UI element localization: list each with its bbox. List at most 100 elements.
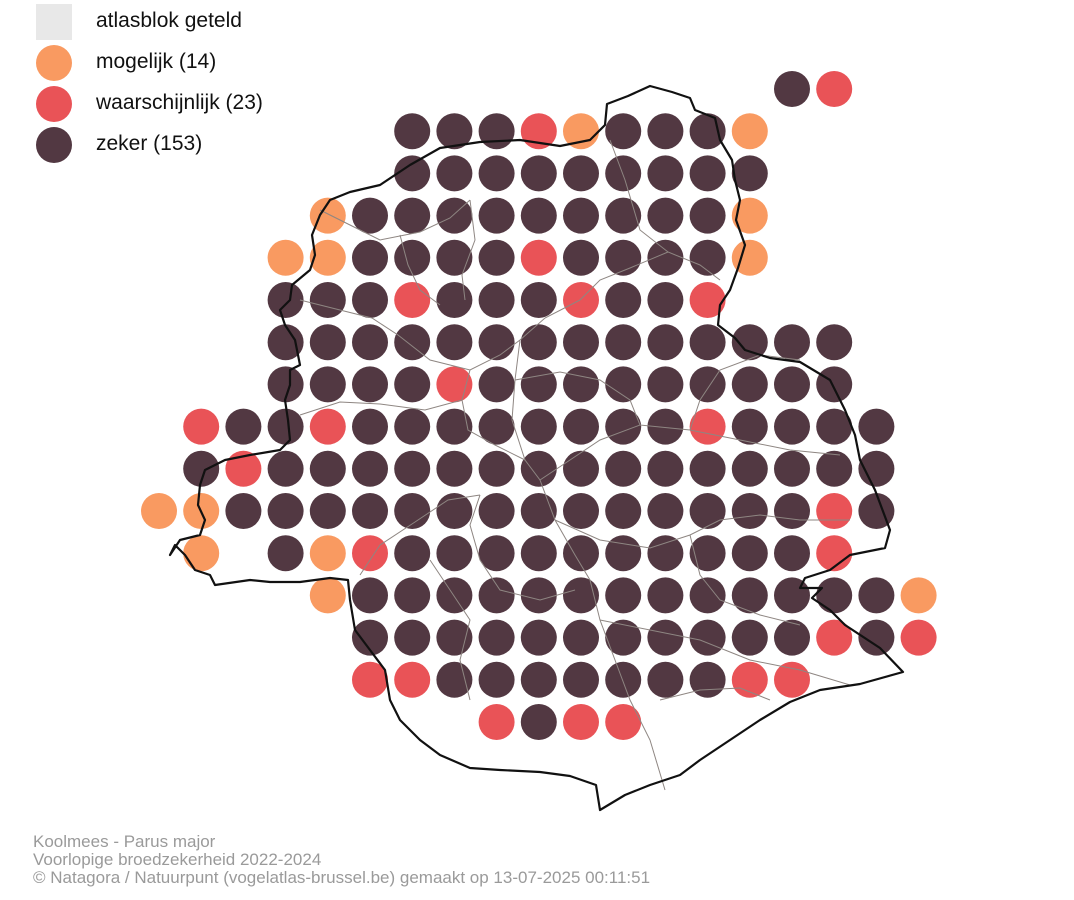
atlas-block-certain [858, 619, 895, 656]
atlas-block-certain [394, 450, 431, 487]
atlas-block-certain [436, 450, 473, 487]
atlas-block-certain [394, 577, 431, 614]
atlas-block-certain [647, 535, 684, 572]
atlas-block-certain [478, 450, 515, 487]
atlas-block-certain [352, 197, 388, 234]
atlas-block-certain [774, 366, 810, 403]
atlas-block-certain [647, 155, 684, 192]
atlas-block-possible [309, 239, 346, 276]
atlas-block-certain [563, 366, 599, 403]
atlas-block-certain [689, 197, 726, 234]
atlas-block-certain [267, 493, 304, 529]
atlas-block-certain [774, 577, 810, 614]
map-footer: Koolmees - Parus major Voorlopige broedz… [33, 833, 650, 887]
atlas-block-certain [436, 239, 473, 276]
atlas-block-certain [520, 282, 557, 318]
atlas-block-certain [309, 493, 346, 529]
atlas-block-certain [225, 493, 262, 529]
possible-swatch [36, 45, 72, 81]
atlas-block-certain [563, 535, 599, 572]
atlas-block-certain [478, 493, 515, 529]
atlas-block-certain [478, 535, 515, 572]
atlas-block-certain [689, 366, 726, 403]
atlas-block-certain [731, 493, 768, 529]
probable-swatch [36, 86, 72, 122]
atlas-block-possible [900, 577, 937, 614]
atlas-block-certain [478, 197, 515, 234]
atlas-block-possible [309, 535, 346, 572]
atlas-block-certain [774, 535, 810, 572]
atlas-block-certain [563, 577, 599, 614]
atlas-block-certain [520, 450, 557, 487]
atlas-block-probable [563, 282, 599, 318]
atlas-block-certain [394, 197, 431, 234]
atlas-block-certain [478, 282, 515, 318]
atlas-block-certain [647, 239, 684, 276]
species-name: Koolmees - Parus major [33, 832, 216, 851]
atlas-block-probable [309, 408, 346, 445]
atlas-block-certain [563, 661, 599, 698]
atlas-block-certain [689, 493, 726, 529]
atlas-block-certain [647, 197, 684, 234]
atlas-block-certain [689, 577, 726, 614]
atlas-block-certain [352, 408, 388, 445]
atlas-block-certain [478, 408, 515, 445]
atlas-block-certain [816, 577, 853, 614]
atlas-block-certain [267, 450, 304, 487]
atlas-block-certain [478, 239, 515, 276]
atlas-block-certain [816, 408, 853, 445]
atlas-block-certain [731, 619, 768, 656]
atlas-block-certain [183, 450, 220, 487]
municipality-borders [299, 139, 851, 791]
atlas-block-certain [563, 155, 599, 192]
legend-item-certain: zeker (153) [36, 125, 356, 165]
atlas-block-certain [520, 661, 557, 698]
atlas-block-certain [647, 619, 684, 656]
atlas-block-certain [309, 324, 346, 361]
atlas-block-certain [267, 282, 304, 318]
atlas-block-certain [394, 239, 431, 276]
atlas-block-certain [225, 408, 262, 445]
atlas-block-certain [394, 155, 431, 192]
atlas-block-certain [689, 661, 726, 698]
atlas-block-certain [689, 113, 726, 150]
atlas-block-certain [689, 155, 726, 192]
atlas-block-certain [605, 619, 642, 656]
atlas-block-certain [774, 324, 810, 361]
atlas-block-certain [774, 493, 810, 529]
atlas-block-certain [352, 577, 388, 614]
atlas-block-certain [605, 535, 642, 572]
atlas-block-certain [774, 71, 810, 107]
atlas-block-certain [647, 282, 684, 318]
atlas-block-probable [605, 704, 642, 740]
atlas-block-certain [520, 155, 557, 192]
atlas-block-certain [689, 535, 726, 572]
atlas-block-possible [141, 493, 177, 529]
atlas-block-possible [731, 113, 768, 150]
atlas-block-probable [478, 704, 515, 740]
atlas-block-certain [520, 535, 557, 572]
atlas-block-certain [689, 619, 726, 656]
atlas-block-certain [605, 366, 642, 403]
legend-item-probable: waarschijnlijk (23) [36, 84, 356, 124]
atlas-block-certain [352, 239, 388, 276]
atlas-block-certain [731, 408, 768, 445]
atlas-block-probable [816, 619, 853, 656]
atlas-block-certain [858, 577, 895, 614]
atlas-block-probable [689, 282, 726, 318]
atlas-block-certain [605, 661, 642, 698]
legend-label-certain: zeker (153) [96, 132, 203, 155]
atlas-block-certain [520, 197, 557, 234]
atlas-block-certain [647, 493, 684, 529]
atlas-block-certain [731, 535, 768, 572]
atlas-block-certain [774, 450, 810, 487]
atlas-block-certain [605, 450, 642, 487]
atlas-block-certain [520, 577, 557, 614]
atlas-block-probable [520, 113, 557, 150]
legend-label-possible: mogelijk (14) [96, 50, 217, 73]
atlas-block-probable [225, 450, 262, 487]
atlas-block-certain [436, 535, 473, 572]
atlas-block-certain [394, 619, 431, 656]
atlas-block-certain [394, 324, 431, 361]
atlas-block-possible [267, 239, 304, 276]
